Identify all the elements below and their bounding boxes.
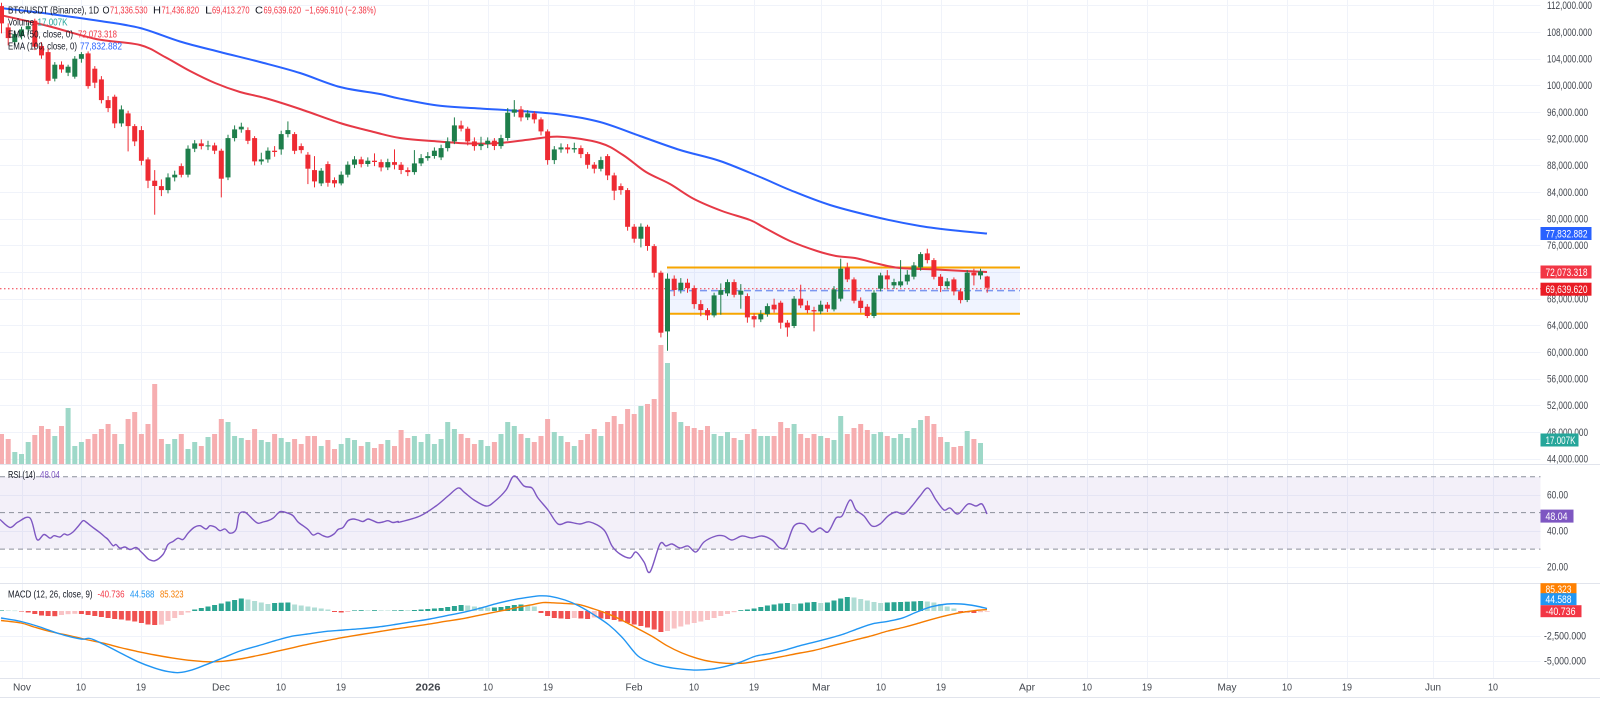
svg-text:77,832.882: 77,832.882 [1546,228,1588,240]
svg-text:96,000.000: 96,000.000 [1547,107,1588,119]
svg-text:19: 19 [749,682,759,694]
svg-text:64,000.000: 64,000.000 [1547,320,1588,332]
svg-text:71,436.820: 71,436.820 [162,6,200,17]
svg-text:L: L [205,6,213,17]
svg-text:Mar: Mar [812,682,830,694]
svg-text:H: H [153,6,161,17]
svg-text:-40.736: -40.736 [98,590,125,601]
svg-text:44,000.000: 44,000.000 [1547,454,1588,466]
svg-text:72,073.318: 72,073.318 [78,30,117,41]
svg-text:10: 10 [689,682,699,694]
svg-text:77,832.882: 77,832.882 [80,41,122,52]
svg-text:10: 10 [1082,682,1092,694]
svg-text:80,000.000: 80,000.000 [1547,214,1588,226]
svg-text:69,639.620: 69,639.620 [264,6,302,17]
svg-text:10: 10 [276,682,286,694]
svg-text:Volume: Volume [8,18,34,29]
svg-text:19: 19 [936,682,946,694]
svg-text:72,073.318: 72,073.318 [1546,267,1588,279]
svg-text:108,000.000: 108,000.000 [1547,27,1592,39]
svg-text:69,413.270: 69,413.270 [212,6,250,17]
svg-text:C: C [255,6,263,17]
svg-text:19: 19 [336,682,346,694]
svg-text:−1,696.910 (−2.38%): −1,696.910 (−2.38%) [305,6,376,17]
svg-text:17.007K: 17.007K [1546,435,1576,447]
svg-text:104,000.000: 104,000.000 [1547,54,1592,66]
svg-text:10: 10 [483,682,493,694]
svg-text:19: 19 [543,682,553,694]
svg-text:88,000.000: 88,000.000 [1547,160,1588,172]
svg-text:RSI (14): RSI (14) [8,470,36,481]
svg-text:EMA (100, close, 0): EMA (100, close, 0) [8,41,77,52]
svg-text:O: O [103,6,110,17]
svg-text:10: 10 [76,682,86,694]
svg-text:48.04: 48.04 [40,470,60,481]
svg-text:Apr: Apr [1019,682,1035,694]
svg-text:48.04: 48.04 [1546,511,1568,523]
svg-text:Nov: Nov [13,682,32,694]
svg-text:56,000.000: 56,000.000 [1547,374,1588,386]
svg-text:19: 19 [136,682,146,694]
svg-text:71,336.530: 71,336.530 [110,6,148,17]
svg-text:52,000.000: 52,000.000 [1547,400,1588,412]
svg-text:68,000.000: 68,000.000 [1547,294,1588,306]
svg-text:84,000.000: 84,000.000 [1547,187,1588,199]
svg-text:20.00: 20.00 [1547,562,1568,574]
svg-text:May: May [1218,682,1238,694]
svg-text:EMA (50, close, 0): EMA (50, close, 0) [8,30,73,41]
svg-text:19: 19 [1142,682,1152,694]
svg-text:Feb: Feb [626,682,643,694]
svg-text:112,000.000: 112,000.000 [1547,0,1592,12]
svg-text:76,000.000: 76,000.000 [1547,240,1588,252]
svg-text:10: 10 [876,682,886,694]
svg-text:MACD (12, 26, close, 9): MACD (12, 26, close, 9) [8,590,93,601]
svg-text:44.588: 44.588 [130,590,155,601]
svg-text:85.323: 85.323 [1546,584,1572,596]
svg-text:100,000.000: 100,000.000 [1547,80,1592,92]
svg-text:60,000.000: 60,000.000 [1547,347,1588,359]
svg-text:-5,000.000: -5,000.000 [1544,655,1586,667]
svg-text:40.00: 40.00 [1547,525,1568,537]
svg-text:44.588: 44.588 [1546,594,1572,606]
svg-text:-2,500.000: -2,500.000 [1544,630,1586,642]
svg-text:10: 10 [1282,682,1292,694]
svg-text:92,000.000: 92,000.000 [1547,134,1588,146]
svg-text:10: 10 [1488,682,1498,694]
svg-text:17.007K: 17.007K [38,18,68,29]
svg-text:2026: 2026 [416,682,441,694]
svg-text:60.00: 60.00 [1547,489,1568,501]
svg-text:BTC/USDT (Binance), 1D: BTC/USDT (Binance), 1D [8,6,99,17]
svg-text:19: 19 [1342,682,1352,694]
svg-text:69,639.620: 69,639.620 [1546,284,1588,296]
svg-text:Dec: Dec [212,682,230,694]
svg-text:Jun: Jun [1425,682,1441,694]
svg-text:85.323: 85.323 [160,590,184,601]
svg-text:-40.736: -40.736 [1546,606,1576,618]
